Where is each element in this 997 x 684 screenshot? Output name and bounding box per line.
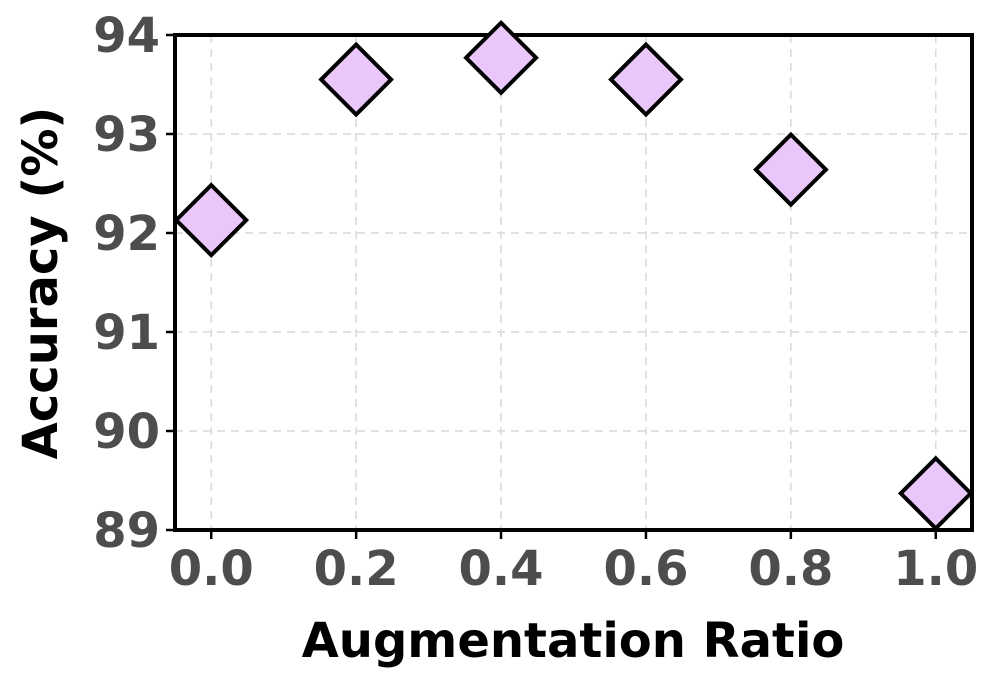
data-point-diamond [753, 131, 829, 208]
x-tick-label: 0.2 [314, 541, 399, 597]
x-tick-label: 1.0 [893, 541, 978, 597]
data-points [173, 19, 974, 532]
x-tick-label: 0.0 [169, 541, 254, 597]
grid-lines [175, 34, 972, 531]
data-point-diamond [463, 19, 539, 96]
y-tick-label: 94 [93, 8, 160, 64]
data-point-diamond [897, 455, 974, 532]
x-tick-label: 0.6 [603, 541, 688, 597]
tick-labels: 0.0 0.2 0.4 0.6 0.8 1.0 89 90 91 92 93 94 [93, 8, 978, 597]
y-tick-label: 89 [93, 503, 160, 559]
y-tick-label: 91 [93, 305, 160, 361]
y-tick-label: 90 [93, 404, 160, 460]
x-tick-label: 0.8 [748, 541, 833, 597]
data-point-diamond [318, 41, 394, 118]
y-tick-label: 92 [93, 206, 160, 262]
data-point-diamond [608, 41, 684, 118]
data-point-diamond [173, 182, 250, 258]
x-axis-title: Augmentation Ratio [302, 613, 845, 669]
y-axis-title: Accuracy (%) [13, 107, 69, 460]
axis-ticks [166, 33, 938, 539]
plot-frame [173, 33, 974, 532]
x-tick-label: 0.4 [459, 541, 544, 597]
y-tick-label: 93 [93, 107, 160, 163]
